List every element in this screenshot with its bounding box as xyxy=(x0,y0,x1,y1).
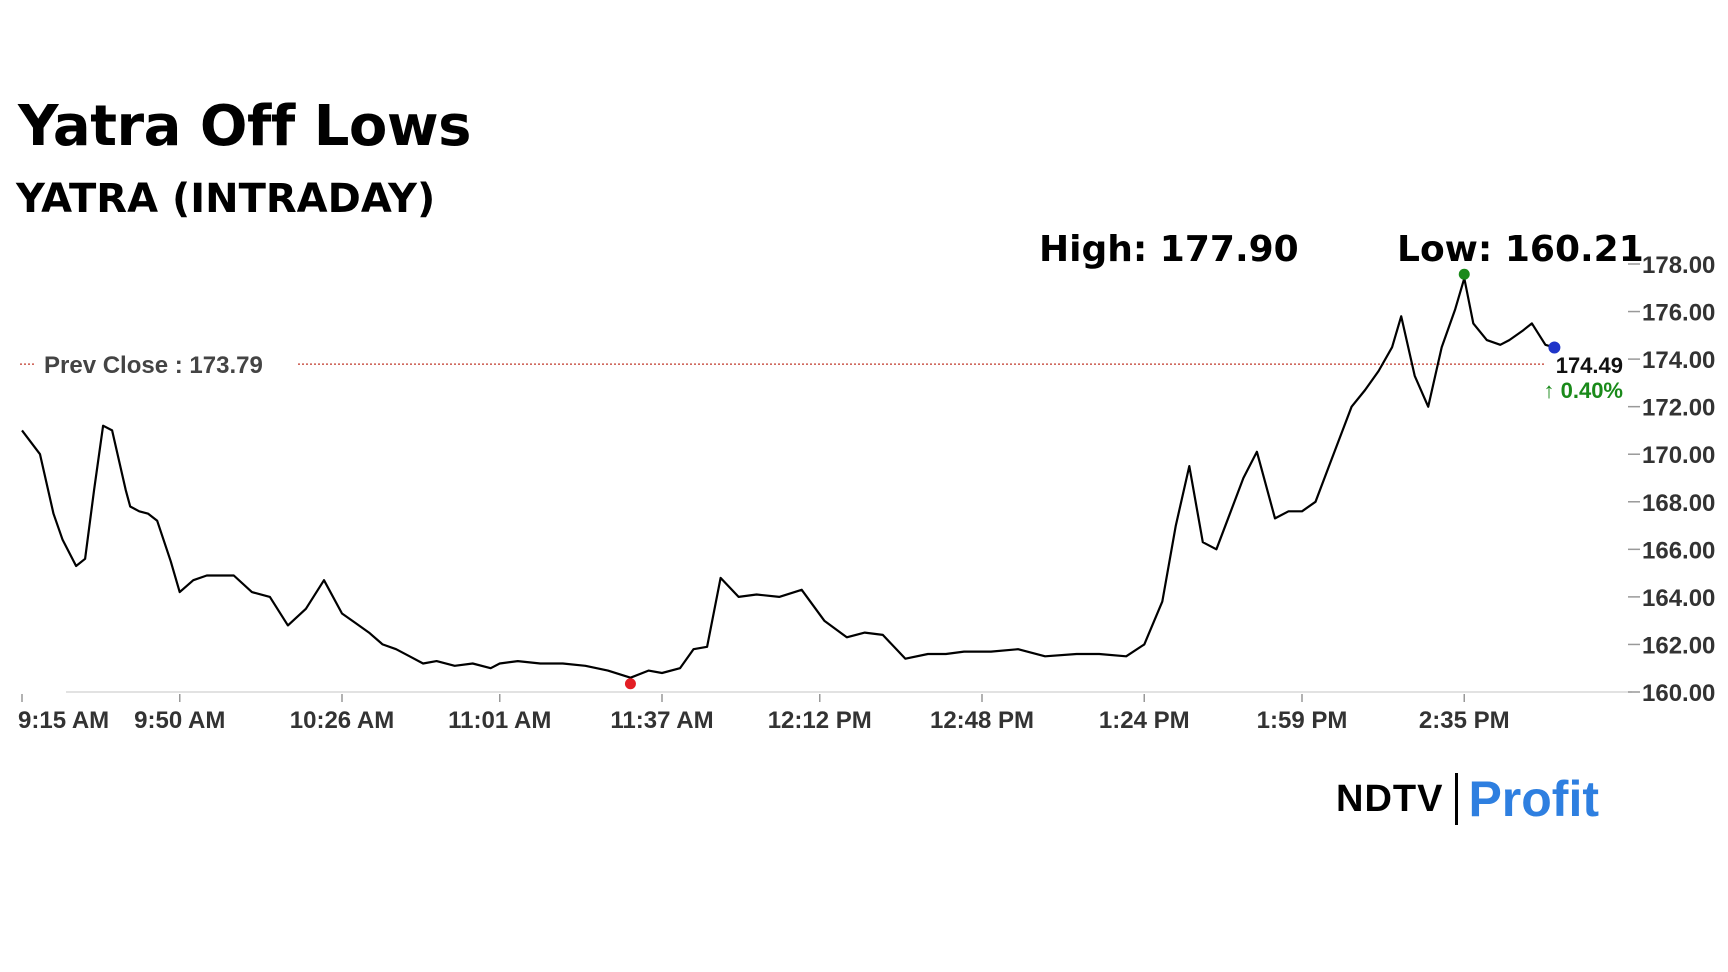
x-tick-label: 9:15 AM xyxy=(18,707,109,734)
x-tick-label: 2:35 PM xyxy=(1419,707,1510,734)
x-tick-label: 11:37 AM xyxy=(610,707,713,734)
x-tick-label: 12:12 PM xyxy=(768,707,872,734)
y-tick-label: 164.00 xyxy=(1642,585,1715,612)
y-tick-label: 176.00 xyxy=(1642,300,1715,327)
brand-divider xyxy=(1455,773,1459,825)
x-tick-label: 12:48 PM xyxy=(930,707,1034,734)
chart-subtitle: YATRA (INTRADAY) xyxy=(16,176,436,222)
y-tick-label: 166.00 xyxy=(1642,537,1715,564)
ndtv-wordmark: NDTV xyxy=(1336,777,1444,820)
x-tick-label: 1:59 PM xyxy=(1257,707,1348,734)
x-tick-label: 9:50 AM xyxy=(134,707,225,734)
y-tick-label: 170.00 xyxy=(1642,442,1715,469)
y-tick-label: 178.00 xyxy=(1642,252,1715,279)
y-tick-label: 174.00 xyxy=(1642,347,1715,374)
chart-title: Yatra Off Lows xyxy=(18,94,471,159)
brand-logo: NDTV Profit xyxy=(1336,771,1599,827)
low-stat: Low: 160.21 xyxy=(1397,229,1644,270)
change-percent-label: ↑ 0.40% xyxy=(1544,378,1624,403)
profit-wordmark: Profit xyxy=(1468,771,1599,827)
prev-close-label: Prev Close : 173.79 xyxy=(44,352,263,379)
y-tick-label: 160.00 xyxy=(1642,680,1715,707)
last-price-label: 174.49 xyxy=(1556,353,1623,378)
high-marker xyxy=(1458,268,1470,280)
x-tick-label: 11:01 AM xyxy=(448,707,551,734)
last-price-marker xyxy=(1548,341,1561,354)
x-tick-label: 1:24 PM xyxy=(1099,707,1190,734)
intraday-line-chart: 9:15 AM 9:50 AM 10:26 AM 11:01 AM 11:37 AM 12… xyxy=(18,252,1715,734)
price-line xyxy=(21,277,1555,679)
y-tick-label: 172.00 xyxy=(1642,395,1715,422)
low-marker xyxy=(624,678,636,690)
high-stat: High: 177.90 xyxy=(1039,229,1299,270)
x-tick-label: 10:26 AM xyxy=(290,707,394,734)
y-tick-label: 162.00 xyxy=(1642,632,1715,659)
y-tick-label: 168.00 xyxy=(1642,490,1715,517)
